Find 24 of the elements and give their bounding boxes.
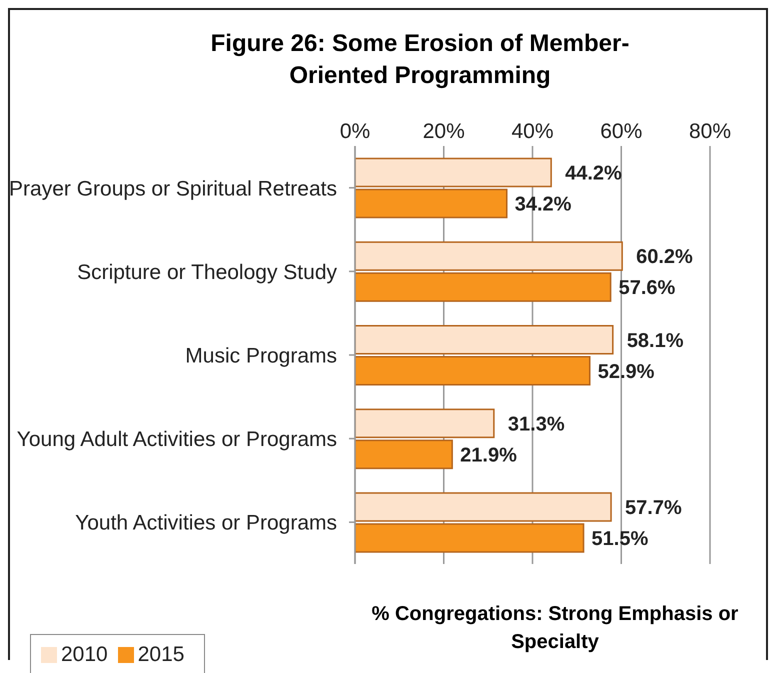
data-label: 52.9% xyxy=(598,360,655,383)
data-label: 51.5% xyxy=(592,528,648,550)
legend-label: 2015 xyxy=(138,643,184,666)
x-tick-label: 60% xyxy=(600,120,642,143)
y-tick-label: Scripture or Theology Study xyxy=(77,260,338,284)
y-tick-label: Young Adult Activities or Programs xyxy=(16,428,337,452)
y-tick-label: Music Programs xyxy=(185,344,337,368)
x-tick-label: 40% xyxy=(511,120,554,143)
legend-label: 2010 xyxy=(61,643,108,666)
data-label: 60.2% xyxy=(636,246,694,268)
x-tick-label: 20% xyxy=(422,120,465,143)
data-label: 34.2% xyxy=(514,194,572,216)
x-tick-label: 80% xyxy=(688,120,732,143)
data-label: 57.6% xyxy=(618,277,676,300)
y-tick-label: Youth Activities or Programs xyxy=(75,512,337,535)
y-tick-label: Prayer Groups or Spiritual Retreats xyxy=(9,177,337,200)
data-label: 44.2% xyxy=(565,162,622,185)
data-label: 57.7% xyxy=(625,497,682,520)
data-label: 58.1% xyxy=(626,330,684,352)
x-axis-title: % Congregations: Strong Emphasis or Specialty xyxy=(370,602,740,655)
chart-title: Figure 26: Some Erosion of Member-Oriented Programming xyxy=(210,29,630,91)
data-label: 21.9% xyxy=(460,444,518,466)
data-label: 31.3% xyxy=(508,413,565,436)
x-tick-label: 0% xyxy=(340,120,370,143)
